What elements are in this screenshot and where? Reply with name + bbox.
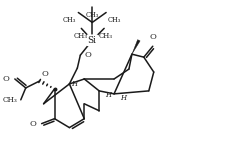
Text: CH₃: CH₃ — [98, 32, 112, 40]
Text: H: H — [120, 94, 126, 102]
Text: O: O — [30, 120, 37, 128]
Text: Si: Si — [88, 36, 97, 45]
Text: O: O — [149, 33, 156, 41]
Text: CH₃: CH₃ — [63, 16, 76, 24]
Text: CH₃: CH₃ — [3, 96, 18, 104]
Text: CH₃: CH₃ — [73, 32, 87, 40]
Text: O: O — [85, 51, 92, 59]
Text: O: O — [42, 70, 48, 78]
Text: H: H — [105, 91, 111, 99]
Text: H: H — [71, 80, 77, 88]
Text: O: O — [3, 75, 10, 83]
Polygon shape — [132, 40, 140, 54]
Text: CH₃: CH₃ — [85, 10, 99, 18]
Text: CH₃: CH₃ — [108, 16, 121, 24]
